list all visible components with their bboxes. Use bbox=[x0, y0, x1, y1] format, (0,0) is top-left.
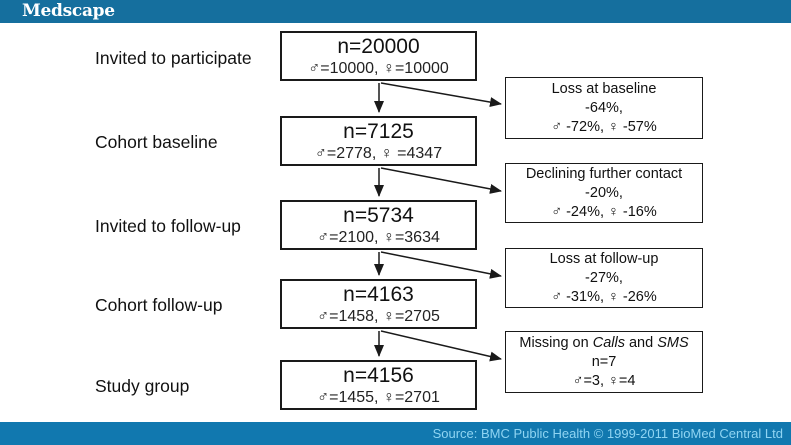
stage-label-cohort-followup: Cohort follow-up bbox=[95, 295, 223, 315]
gender-split: ♂=2100, ♀=3634 bbox=[317, 228, 440, 246]
loss-split: ♂ -31%, ♀ -26% bbox=[551, 288, 657, 305]
stage-label-invited-followup: Invited to follow-up bbox=[95, 216, 241, 236]
loss-split: ♂ -24%, ♀ -16% bbox=[551, 203, 657, 220]
loss-title: Declining further contact bbox=[525, 165, 683, 182]
flow-box-cohort-baseline: n=7125 ♂=2778, ♀ =4347 bbox=[280, 116, 477, 166]
medscape-logo: Medscape bbox=[22, 1, 115, 21]
loss-total: -64%, bbox=[585, 99, 623, 116]
loss-title-text: Missing on bbox=[519, 334, 593, 351]
flow-box-study-group: n=4156 ♂=1455, ♀=2701 bbox=[280, 360, 477, 410]
gender-split: ♂=2778, ♀ =4347 bbox=[314, 144, 443, 162]
loss-total: n=7 bbox=[591, 353, 617, 370]
loss-title: Loss at baseline bbox=[551, 80, 657, 97]
medscape-header-bar: Medscape bbox=[0, 0, 791, 23]
loss-box-declining-contact: Declining further contact -20%, ♂ -24%, … bbox=[505, 163, 703, 223]
loss-split: ♂=3, ♀=4 bbox=[572, 372, 636, 389]
stage-label-invited-participate: Invited to participate bbox=[95, 48, 252, 68]
loss-total: -27%, bbox=[585, 269, 623, 286]
n-value: n=4163 bbox=[343, 282, 414, 306]
arrow-loss-4 bbox=[380, 330, 502, 362]
n-value: n=20000 bbox=[337, 34, 420, 58]
loss-total: -20%, bbox=[585, 184, 623, 201]
stage-label-study-group: Study group bbox=[95, 376, 190, 396]
loss-title: Loss at follow-up bbox=[549, 250, 659, 267]
arrow-loss-3 bbox=[380, 251, 502, 279]
source-attribution: Source: BMC Public Health © 1999-2011 Bi… bbox=[432, 426, 783, 441]
flow-box-invited-participate: n=20000 ♂=10000, ♀=10000 bbox=[280, 31, 477, 81]
gender-split: ♂=1458, ♀=2705 bbox=[317, 307, 440, 325]
flow-box-cohort-followup: n=4163 ♂=1458, ♀=2705 bbox=[280, 279, 477, 329]
source-footer-bar: Source: BMC Public Health © 1999-2011 Bi… bbox=[0, 422, 791, 445]
flow-box-invited-followup: n=5734 ♂=2100, ♀=3634 bbox=[280, 200, 477, 250]
gender-split: ♂=1455, ♀=2701 bbox=[317, 388, 440, 406]
n-value: n=7125 bbox=[343, 119, 414, 143]
loss-title-text: and bbox=[624, 334, 658, 351]
n-value: n=5734 bbox=[343, 203, 414, 227]
gender-split: ♂=10000, ♀=10000 bbox=[308, 59, 449, 77]
loss-title: Missing on Calls and SMS bbox=[519, 334, 688, 353]
stage-label-cohort-baseline: Cohort baseline bbox=[95, 132, 218, 152]
loss-title-calls: Calls bbox=[592, 334, 625, 351]
loss-box-followup: Loss at follow-up -27%, ♂ -31%, ♀ -26% bbox=[505, 248, 703, 308]
n-value: n=4156 bbox=[343, 363, 414, 387]
loss-box-baseline: Loss at baseline -64%, ♂ -72%, ♀ -57% bbox=[505, 77, 703, 139]
loss-box-missing-calls-sms: Missing on Calls and SMS n=7 ♂=3, ♀=4 bbox=[505, 331, 703, 393]
arrow-loss-2 bbox=[380, 167, 502, 194]
loss-split: ♂ -72%, ♀ -57% bbox=[551, 118, 657, 135]
loss-title-sms: SMS bbox=[657, 334, 689, 351]
arrow-loss-1 bbox=[380, 82, 502, 108]
